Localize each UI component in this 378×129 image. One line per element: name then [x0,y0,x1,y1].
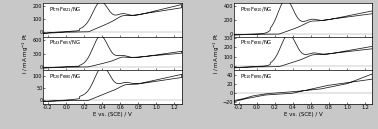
Y-axis label: I / mA mg$^{-1}$ Pt: I / mA mg$^{-1}$ Pt [211,33,222,74]
Y-axis label: I / mA mg$^{-1}$ Pt: I / mA mg$^{-1}$ Pt [20,33,31,74]
X-axis label: E vs. (SCE) / V: E vs. (SCE) / V [93,112,132,117]
Text: Pt$_{43}$Fe$_{57}$/NG: Pt$_{43}$Fe$_{57}$/NG [49,38,81,47]
X-axis label: E vs. (SCE) / V: E vs. (SCE) / V [284,112,322,117]
Text: Pt$_{10}$Fe$_{90}$/NG: Pt$_{10}$Fe$_{90}$/NG [240,72,272,81]
Text: Pt$_{79}$Fe$_{21}$/NG: Pt$_{79}$Fe$_{21}$/NG [49,5,82,14]
Text: Pt$_{90}$Fe$_{10}$/NG: Pt$_{90}$Fe$_{10}$/NG [240,5,272,14]
Text: Pt$_{70}$Fe$_{30}$/NG: Pt$_{70}$Fe$_{30}$/NG [240,38,272,47]
Text: Pt$_{20}$Fe$_{80}$/NG: Pt$_{20}$Fe$_{80}$/NG [49,72,82,81]
